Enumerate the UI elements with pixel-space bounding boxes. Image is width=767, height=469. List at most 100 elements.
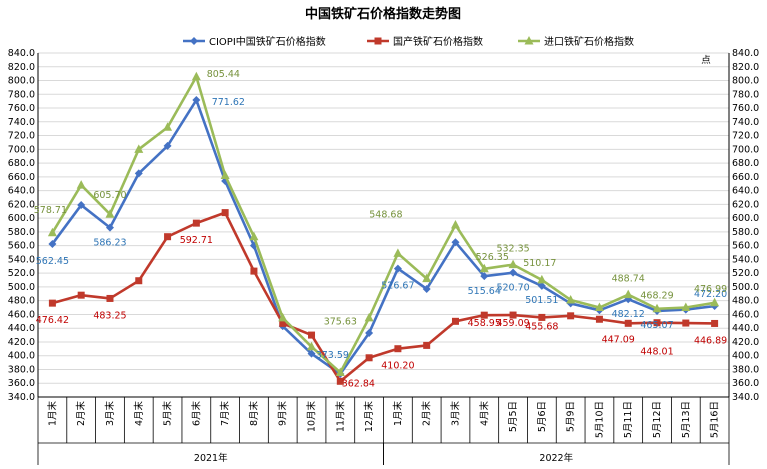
y-tick-label-right: 840.0 bbox=[732, 48, 759, 59]
series-2-point bbox=[250, 267, 258, 275]
series-2-point bbox=[221, 209, 229, 217]
x-tick-label: 5月12日 bbox=[652, 401, 663, 438]
series-1-point bbox=[537, 281, 546, 290]
y-tick-label-right: 420.0 bbox=[732, 337, 759, 348]
chart-title: 中国铁矿石价格指数走势图 bbox=[305, 6, 461, 22]
y-tick-label-right: 400.0 bbox=[732, 351, 759, 362]
y-tick-label-left: 780.0 bbox=[8, 89, 35, 100]
series-3-data-label: 578.71 bbox=[34, 205, 67, 216]
series-2-data-label: 362.84 bbox=[342, 378, 375, 389]
series-1-point bbox=[134, 169, 143, 178]
x-tick-label: 1月末 bbox=[392, 401, 404, 427]
series-1-point bbox=[365, 329, 374, 338]
series-2-point bbox=[164, 233, 172, 241]
series-2-point bbox=[106, 294, 114, 302]
gridlines bbox=[38, 52, 729, 398]
series-1-data-label: 482.12 bbox=[612, 309, 645, 320]
y-tick-label-right: 560.0 bbox=[732, 241, 759, 252]
series-1-data-label: 465.07 bbox=[640, 320, 673, 331]
x-tick-label: 10月末 bbox=[306, 401, 318, 433]
y-axis-left: 340.0 360.0 380.0 400.0 420.0 440.0 460.0 480.0… bbox=[8, 48, 39, 403]
series-3-data-label: 526.35 bbox=[476, 252, 509, 263]
series-1-data-label: 373.59 bbox=[316, 350, 349, 361]
series-1-data-label: 562.45 bbox=[36, 256, 69, 267]
series-2-point bbox=[653, 319, 661, 327]
series-line-1 bbox=[51, 98, 715, 376]
y-tick-label-left: 500.0 bbox=[8, 282, 35, 293]
series-1-data-label: 515.64 bbox=[468, 286, 501, 297]
x-tick-label: 5月11日 bbox=[623, 401, 634, 438]
y-tick-label-left: 520.0 bbox=[8, 268, 35, 279]
x-tick-label: 5月末 bbox=[162, 401, 174, 427]
series-3-point bbox=[652, 303, 662, 313]
y-tick-label-left: 380.0 bbox=[8, 364, 35, 375]
series-3-point bbox=[364, 312, 374, 322]
series-1-point bbox=[451, 238, 460, 247]
x-tick-label: 5月16日 bbox=[710, 401, 721, 438]
y-tick-label-right: 800.0 bbox=[732, 76, 759, 87]
x-tick-label: 2月末 bbox=[75, 401, 87, 427]
series-1-data-label: 520.70 bbox=[496, 283, 529, 294]
legend-label: CIOPI中国铁矿石价格指数 bbox=[209, 35, 326, 48]
y-tick-label-left: 440.0 bbox=[8, 323, 35, 334]
series-2-data-label: 592.71 bbox=[180, 235, 213, 246]
series-2-data-label: 448.01 bbox=[640, 347, 673, 358]
y-tick-label-left: 560.0 bbox=[8, 241, 35, 252]
series-3-point bbox=[278, 312, 288, 322]
series-3-point bbox=[508, 259, 518, 269]
series-3-point bbox=[249, 231, 259, 241]
x-tick-label: 3月末 bbox=[104, 401, 116, 427]
series-3-point bbox=[566, 294, 576, 304]
y-tick-label-left: 420.0 bbox=[8, 337, 35, 348]
series-3-data-label: 488.74 bbox=[612, 274, 645, 285]
x-tick-label: 5月9日 bbox=[566, 401, 577, 432]
x-axis: 1月末 2月末 3月末 4月末 5月末 6月末 7月末 8月末 9月末 10月末 11月末 12月末 1… bbox=[37, 396, 730, 465]
y-tick-label-left: 680.0 bbox=[8, 158, 35, 169]
x-tick-label: 5月13日 bbox=[681, 401, 692, 438]
series-2-data-label: 447.09 bbox=[602, 334, 635, 345]
y-tick-label-right: 460.0 bbox=[732, 309, 759, 320]
y-tick-label-right: 820.0 bbox=[732, 62, 759, 73]
x-tick-label: 5月6日 bbox=[537, 401, 548, 432]
legend: CIOPI中国铁矿石价格指数 国产铁矿石价格指数 进口铁矿石价格指数 bbox=[183, 35, 634, 48]
series-3-point bbox=[105, 209, 115, 218]
series-3-point bbox=[307, 341, 317, 351]
y-tick-label-left: 740.0 bbox=[8, 117, 35, 128]
series-2-point bbox=[336, 377, 344, 385]
y-tick-label-left: 700.0 bbox=[8, 144, 35, 155]
y-tick-label-right: 480.0 bbox=[732, 296, 759, 307]
y-tick-label-right: 380.0 bbox=[732, 364, 759, 375]
y-tick-label-left: 600.0 bbox=[8, 213, 35, 224]
series-3-point bbox=[479, 263, 489, 273]
series-2-point bbox=[394, 345, 402, 353]
x-tick-label: 12月末 bbox=[363, 401, 375, 433]
y-tick-label-left: 640.0 bbox=[8, 186, 35, 197]
series-2-point bbox=[135, 277, 143, 285]
series-3-point bbox=[134, 144, 144, 153]
series-1-data-label: 771.62 bbox=[212, 97, 245, 108]
series-1-point bbox=[422, 284, 431, 293]
series-2-point bbox=[509, 311, 517, 319]
series-3-data-label: 375.63 bbox=[324, 316, 357, 327]
series-3-data-label: 532.35 bbox=[496, 244, 529, 255]
x-tick-label: 11月末 bbox=[334, 401, 346, 433]
y-tick-label-right: 500.0 bbox=[732, 282, 759, 293]
series-3-point bbox=[163, 122, 173, 131]
series-2-point bbox=[279, 319, 287, 327]
series-3-point bbox=[191, 71, 201, 81]
series-2-data-label: 459.09 bbox=[496, 318, 529, 329]
series-line-3 bbox=[51, 75, 715, 374]
series-3-point bbox=[47, 227, 57, 237]
series-3-point bbox=[537, 274, 547, 284]
x-tick-label: 3月末 bbox=[449, 401, 461, 427]
series-2-data-label: 410.20 bbox=[381, 361, 414, 372]
series-1-point bbox=[480, 272, 489, 281]
x-tick-label: 5月10日 bbox=[594, 401, 605, 438]
y-tick-label-left: 400.0 bbox=[8, 351, 35, 362]
series-1-data-label: 472.20 bbox=[694, 289, 727, 300]
series-2-point bbox=[480, 311, 488, 319]
series-1-point bbox=[393, 264, 402, 273]
series-3-point bbox=[450, 220, 460, 229]
